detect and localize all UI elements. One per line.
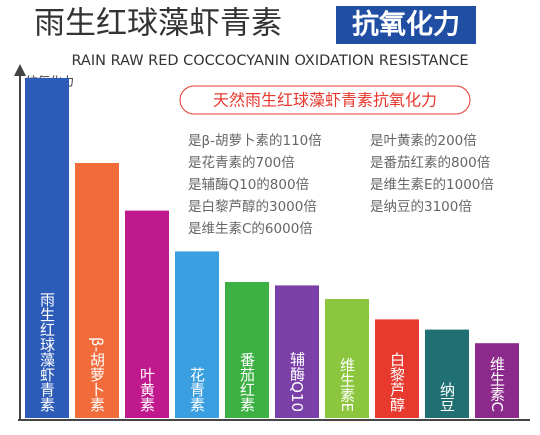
subtitle: RAIN RAW RED COCCOCYANIN OXIDATION RESIS… <box>71 53 468 69</box>
bar-label: 白黎芦醇 <box>388 352 406 412</box>
annotation: 是辅酶Q10的800倍 <box>188 177 309 193</box>
bar-label: 雨生红球藻虾青素 <box>38 292 56 412</box>
chart-title: 雨生红球藻虾青素 <box>34 6 282 42</box>
annotation: 是β-胡萝卜素的110倍 <box>188 133 322 149</box>
bar <box>125 210 169 418</box>
bar-label: β-胡萝卜素 <box>88 337 106 412</box>
annotation: 是维生素C的6000倍 <box>188 221 313 237</box>
bar-label: 纳豆 <box>438 382 456 412</box>
annotation: 是叶黄素的200倍 <box>370 133 477 149</box>
annotation: 是花青素的700倍 <box>188 155 295 171</box>
callout: 天然雨生红球藻虾青素抗氧化力 <box>213 91 437 110</box>
bar <box>425 329 469 418</box>
title-badge: 抗氧化力 <box>352 9 460 41</box>
bar <box>375 319 419 418</box>
bar <box>25 78 69 418</box>
bar <box>475 343 519 418</box>
bar <box>75 163 119 418</box>
annotation: 是白黎芦醇的3000倍 <box>188 198 317 215</box>
annotation: 是维生素E的1000倍 <box>370 177 494 193</box>
annotation: 是番茄红素的800倍 <box>370 154 490 171</box>
bar <box>325 299 369 418</box>
bar <box>275 285 319 418</box>
callout-box <box>179 85 471 115</box>
bar-label: 维生素E <box>338 358 356 412</box>
bar-label: 辅酶Q10 <box>288 351 306 412</box>
bar <box>225 282 269 418</box>
bar-label: 维生素C <box>488 357 506 412</box>
title-badge-box <box>336 6 476 44</box>
annotation: 是纳豆的3100倍 <box>370 199 472 215</box>
y-axis-arrow <box>14 64 26 76</box>
bar <box>175 251 219 418</box>
bar-label: 叶黄素 <box>138 367 156 412</box>
bar-label: 花青素 <box>188 367 206 412</box>
bar-label: 番茄红素 <box>238 352 256 412</box>
